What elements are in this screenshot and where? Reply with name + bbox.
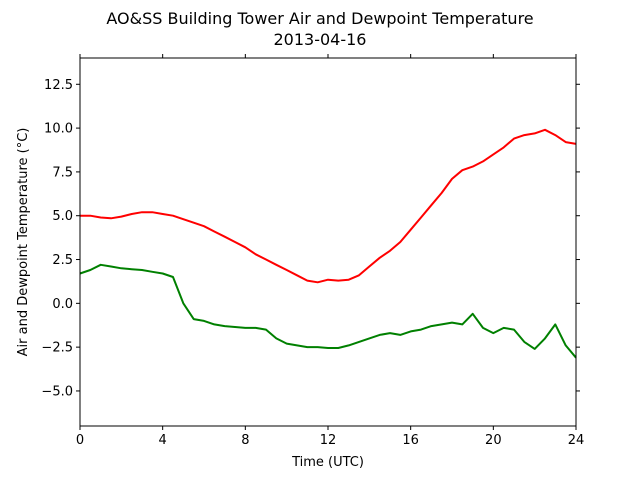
y-tick-label-4: 5.0 [52, 209, 73, 224]
y-tick-label-0: −5.0 [41, 384, 73, 399]
series-layer [79, 128, 577, 359]
chart-subtitle: 2013-04-16 [274, 30, 367, 49]
chart-title: AO&SS Building Tower Air and Dewpoint Te… [106, 9, 533, 28]
y-tick-label-7: 12.5 [44, 78, 73, 93]
series-line-0 [80, 128, 577, 284]
x-tick-label-2: 8 [241, 433, 249, 448]
y-tick-label-1: −2.5 [41, 341, 73, 356]
y-tick-label-6: 10.0 [44, 122, 73, 137]
y-tick-label-3: 2.5 [52, 253, 73, 268]
x-axis-ticks: 0 4 8 12 16 20 24 [76, 54, 584, 448]
x-tick-label-4: 16 [402, 433, 419, 448]
x-tick-label-6: 24 [568, 433, 585, 448]
x-tick-label-3: 12 [320, 433, 337, 448]
x-axis-label: Time (UTC) [291, 455, 364, 470]
y-tick-label-5: 7.5 [52, 165, 73, 180]
y-axis-ticks: −5.0 −2.5 0.0 2.5 5.0 7.5 10.0 12.5 [41, 78, 580, 399]
x-tick-label-5: 20 [485, 433, 502, 448]
series-line-1 [79, 263, 577, 359]
y-tick-label-2: 0.0 [52, 297, 73, 312]
y-axis-label: Air and Dewpoint Temperature (°C) [16, 128, 31, 357]
x-tick-label-1: 4 [159, 433, 167, 448]
x-tick-label-0: 0 [76, 433, 84, 448]
